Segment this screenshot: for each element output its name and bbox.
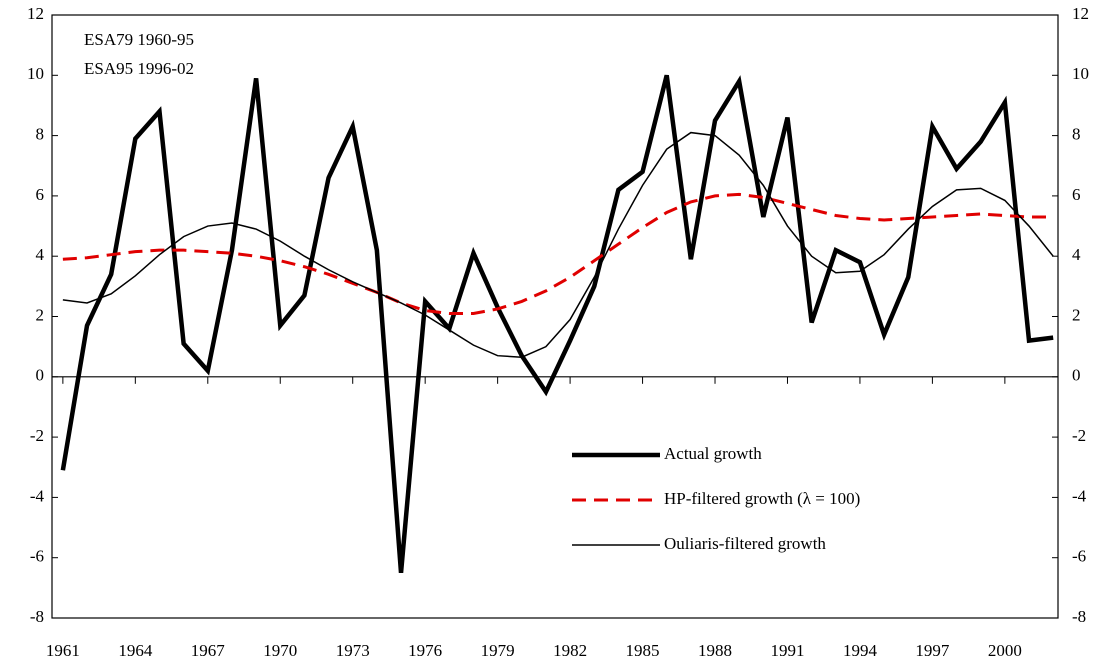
legend-label: HP-filtered growth (λ = 100)	[664, 489, 860, 508]
y2-tick-label: 8	[1072, 125, 1081, 144]
y2-tick-label: -4	[1072, 486, 1087, 505]
x-tick-label: 1964	[118, 641, 153, 660]
series-line	[62, 192, 1054, 315]
y-tick-label: 2	[36, 305, 45, 324]
legend-label: Ouliaris-filtered growth	[664, 534, 826, 553]
x-tick-label: 1973	[336, 641, 370, 660]
y2-tick-label: 0	[1072, 366, 1081, 385]
x-tick-label: 1967	[191, 641, 226, 660]
plot-frame	[51, 14, 1059, 619]
y2-tick-label: 12	[1072, 4, 1089, 23]
x-tick-label: 1979	[481, 641, 515, 660]
x-tick-label: 1982	[553, 641, 587, 660]
series-line	[62, 131, 1054, 358]
x-tick-label: 1991	[770, 641, 804, 660]
series-line	[60, 74, 1054, 573]
y-tick-label: 0	[36, 366, 45, 385]
y-tick-label: 12	[27, 4, 44, 23]
y2-tick-label: -2	[1072, 426, 1086, 445]
annotation: ESA79 1960-95	[84, 30, 194, 49]
x-tick-label: 1994	[843, 641, 878, 660]
x-tick-label: 1970	[263, 641, 297, 660]
x-tick-label: 1985	[626, 641, 660, 660]
y-tick-label: 10	[27, 64, 44, 83]
y-tick-label: -6	[30, 547, 44, 566]
y-tick-label: 6	[36, 185, 45, 204]
y2-tick-label: -8	[1072, 607, 1086, 626]
legend-label: Actual growth	[664, 444, 762, 463]
y-tick-label: 4	[36, 245, 45, 264]
x-tick-label: 1997	[915, 641, 950, 660]
x-tick-label: 1976	[408, 641, 442, 660]
x-tick-label: 1988	[698, 641, 732, 660]
y2-tick-label: 10	[1072, 64, 1089, 83]
y-tick-label: 8	[36, 125, 45, 144]
x-tick-label: 2000	[988, 641, 1022, 660]
y2-tick-label: -6	[1072, 547, 1086, 566]
y2-tick-label: 2	[1072, 305, 1081, 324]
y-tick-label: -8	[30, 607, 44, 626]
y-tick-label: -4	[30, 486, 45, 505]
annotation: ESA95 1996-02	[84, 59, 194, 78]
y2-tick-label: 4	[1072, 245, 1081, 264]
y-tick-label: -2	[30, 426, 44, 445]
y2-tick-label: 6	[1072, 185, 1081, 204]
x-tick-label: 1961	[46, 641, 80, 660]
